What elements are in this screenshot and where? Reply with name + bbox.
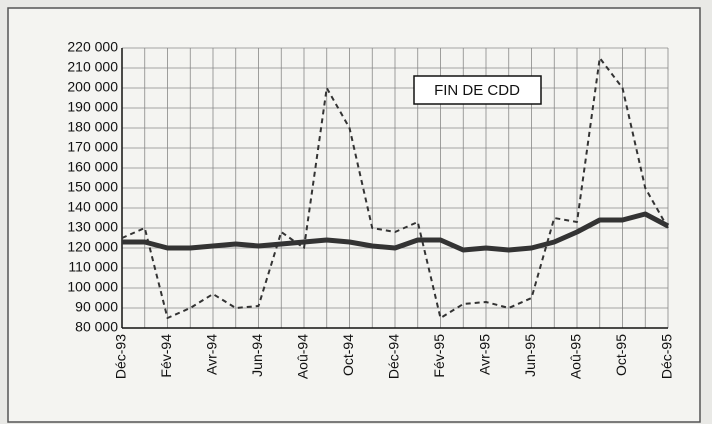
y-tick-label: 80 000 [75,319,118,335]
y-tick-label: 100 000 [67,279,118,295]
x-tick-label: Jun-95 [522,334,538,377]
grid [121,47,669,329]
y-tick-label: 140 000 [67,199,118,215]
y-tick-label: 160 000 [67,159,118,175]
y-tick-label: 210 000 [67,59,118,75]
y-tick-label: 130 000 [67,219,118,235]
x-tick-label: Fév-95 [431,334,447,378]
y-tick-label: 120 000 [67,239,118,255]
y-tick-label: 200 000 [67,79,118,95]
x-tick-label: Déc-94 [386,334,402,379]
y-tick-label: 110 000 [68,259,118,275]
x-tick-label: Jun-94 [249,334,265,377]
y-tick-label: 90 000 [75,299,118,315]
dashed-line [121,57,669,319]
x-tick-label: Aoû-94 [295,334,311,379]
x-tick-label: Déc-93 [113,334,129,379]
x-tick-label: Déc-95 [659,334,675,379]
chart-frame [7,7,701,423]
marks [121,57,670,319]
solid-line [122,211,670,253]
x-tick-label: Aoû-95 [568,334,584,379]
x-tick-label: Fév-94 [158,334,174,378]
y-tick-label: 170 000 [67,139,118,155]
x-tick-label: Avr-94 [204,334,220,375]
x-tick-label: Oct-95 [613,334,629,376]
annotation-box [413,75,542,105]
y-tick-label: 220 000 [67,39,118,55]
x-tick-label: Oct-94 [340,334,356,376]
y-tick-label: 190 000 [67,99,118,115]
y-tick-label: 180 000 [67,119,118,135]
x-tick-label: Avr-95 [477,334,493,375]
annotation: FIN DE CDD [434,82,520,99]
y-tick-label: 150 000 [67,179,118,195]
